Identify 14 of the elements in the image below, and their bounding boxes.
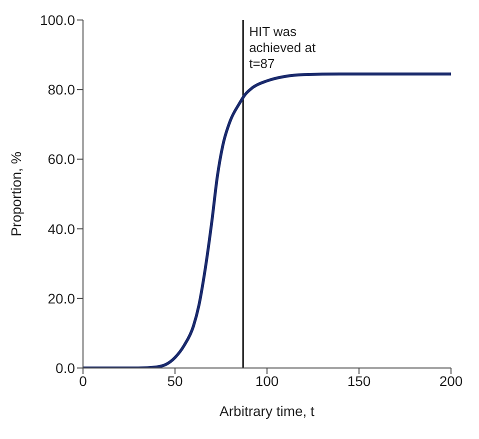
- y-tick-label: 0.0: [56, 360, 76, 376]
- y-tick-label: 80.0: [48, 82, 76, 98]
- x-tick-label: 100: [255, 372, 279, 389]
- x-axis-title: Arbitrary time, t: [220, 403, 315, 419]
- x-tick-label: 50: [167, 372, 183, 389]
- y-tick-label: 40.0: [48, 220, 76, 237]
- y-tick-label: 60.0: [48, 151, 76, 168]
- y-tick-label: 20.0: [48, 290, 76, 306]
- ref-line-label: HIT was achieved at t=87: [249, 24, 316, 71]
- x-tick-label: 0: [79, 372, 88, 389]
- x-tick-label: 200: [439, 372, 463, 389]
- x-tick-label: 150: [347, 372, 371, 389]
- y-tick-label: 100.0: [40, 12, 76, 28]
- y-axis-title: Proportion, %: [8, 152, 24, 236]
